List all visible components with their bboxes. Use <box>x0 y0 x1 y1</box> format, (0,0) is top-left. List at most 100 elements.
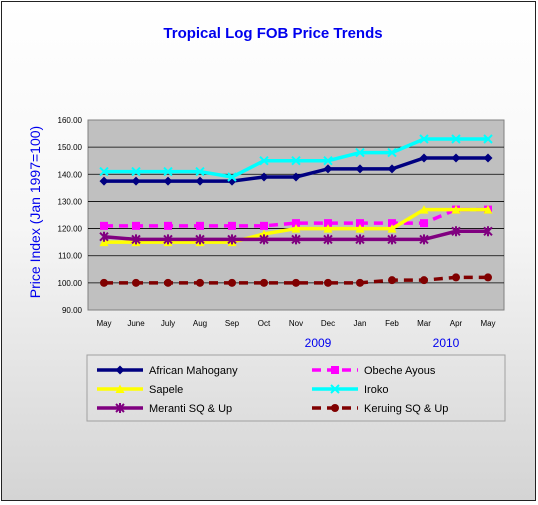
year-label: 2010 <box>433 336 460 350</box>
legend-label: Sapele <box>149 384 183 396</box>
legend: African Mahogany Obeche Ayous Sapele Iroko M… <box>97 365 448 415</box>
legend-marker <box>331 366 339 374</box>
data-point <box>291 234 301 245</box>
data-point <box>419 234 429 245</box>
y-axis-label: Price Index (Jan 1997=100) <box>27 126 43 298</box>
data-point <box>163 166 173 177</box>
y-tick-label: 140.00 <box>58 170 83 179</box>
data-point <box>195 234 205 245</box>
data-point <box>451 205 461 214</box>
data-point <box>355 234 365 245</box>
x-tick-label: Jan <box>354 319 367 328</box>
legend-label: Meranti SQ & Up <box>149 403 232 415</box>
x-tick-label: May <box>480 319 495 328</box>
legend-label: African Mahogany <box>149 365 238 377</box>
data-point <box>99 176 109 186</box>
legend-item: Meranti SQ & Up <box>97 403 232 415</box>
legend-item: Keruing SQ & Up <box>312 403 448 415</box>
legend-marker <box>331 404 339 412</box>
year-label: 2009 <box>305 336 332 350</box>
data-point <box>100 278 108 287</box>
data-point <box>323 164 333 174</box>
legend-label: Obeche Ayous <box>364 365 436 377</box>
data-point <box>388 276 396 285</box>
data-point <box>387 234 397 245</box>
data-point <box>291 156 301 166</box>
data-point <box>228 278 236 287</box>
legend-marker <box>115 365 125 375</box>
legend-marker <box>115 403 125 413</box>
data-point <box>99 231 109 242</box>
data-point <box>483 153 493 163</box>
x-tick-label: Aug <box>193 319 207 328</box>
y-tick-labels: 90.00 100.00 110.00 120.00 130.00 140.00 150.0… <box>58 116 83 315</box>
y-tick-label: 110.00 <box>58 252 82 261</box>
data-point <box>260 221 268 230</box>
data-point <box>259 234 269 245</box>
data-point <box>291 224 301 233</box>
data-point <box>451 134 461 144</box>
data-point <box>132 221 140 230</box>
data-point <box>356 219 364 228</box>
x-tick-labels: May June July Aug Sep Oct Nov Dec Jan Feb Mar Apr Ma… <box>96 319 495 328</box>
x-tick-label: Nov <box>289 319 303 328</box>
x-tick-label: Apr <box>450 319 463 328</box>
data-point <box>292 278 300 287</box>
legend-item: Sapele <box>97 384 183 396</box>
data-point <box>131 176 141 186</box>
data-point <box>195 166 205 177</box>
data-point <box>132 278 140 287</box>
data-point <box>259 172 269 182</box>
data-point <box>387 147 397 158</box>
legend-marker <box>330 384 340 394</box>
legend-marker <box>115 384 125 393</box>
data-point <box>228 221 236 230</box>
x-tick-label: May <box>96 319 111 328</box>
y-tick-label: 130.00 <box>58 197 83 206</box>
data-point <box>420 276 428 285</box>
data-point <box>324 278 332 287</box>
series-iroko <box>99 134 493 182</box>
data-point <box>260 278 268 287</box>
x-tick-label: Sep <box>225 319 240 328</box>
data-point <box>131 166 141 177</box>
y-tick-label: 160.00 <box>58 116 83 125</box>
chart-title: Tropical Log FOB Price Trends <box>163 25 382 42</box>
data-point <box>451 226 461 237</box>
data-point <box>163 234 173 245</box>
data-point <box>99 166 109 177</box>
data-point <box>387 224 397 233</box>
series-lines <box>99 134 493 287</box>
data-point <box>164 278 172 287</box>
data-point <box>483 226 493 237</box>
data-point <box>131 234 141 245</box>
data-point <box>483 134 493 144</box>
y-tick-label: 90.00 <box>62 306 83 315</box>
data-point <box>163 176 173 186</box>
data-point <box>292 219 300 228</box>
data-point <box>483 205 493 214</box>
series-african-mahogany <box>99 153 493 186</box>
data-point <box>259 156 269 166</box>
data-point <box>227 234 237 245</box>
series-meranti-sq-up <box>99 226 493 245</box>
data-point <box>419 153 429 163</box>
data-point <box>323 156 333 166</box>
legend-item: African Mahogany <box>97 365 238 377</box>
data-point <box>388 219 396 228</box>
legend-label: Keruing SQ & Up <box>364 403 448 415</box>
x-tick-label: Dec <box>321 319 335 328</box>
data-point <box>355 224 365 233</box>
data-point <box>420 219 428 228</box>
y-tick-label: 120.00 <box>58 225 83 234</box>
y-tick-label: 150.00 <box>58 143 83 152</box>
data-point <box>100 221 108 230</box>
y-tick-label: 100.00 <box>58 279 83 288</box>
data-point <box>164 221 172 230</box>
data-point <box>451 153 461 163</box>
data-point <box>196 221 204 230</box>
data-point <box>99 237 109 247</box>
data-point <box>323 224 333 233</box>
